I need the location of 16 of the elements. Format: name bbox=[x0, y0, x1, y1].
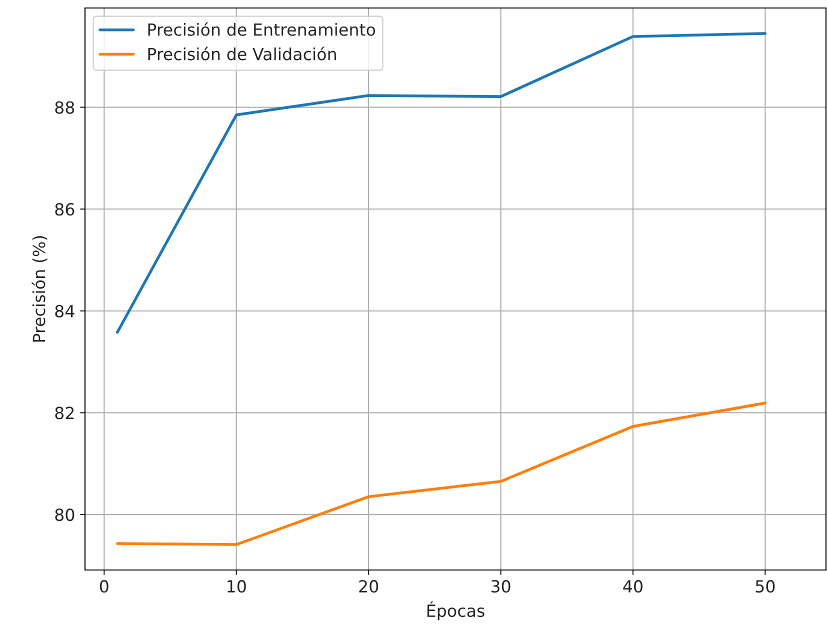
x-tick-label: 0 bbox=[100, 580, 108, 593]
legend-label: Precisión de Entrenamiento bbox=[148, 22, 376, 36]
x-tick-label: 30 bbox=[491, 580, 510, 593]
x-tick-label: 50 bbox=[756, 580, 775, 593]
legend-label: Precisión de Validación bbox=[148, 46, 336, 60]
y-axis-title: Precisión (%) bbox=[32, 236, 48, 342]
y-tick-label: 86 bbox=[55, 203, 74, 216]
x-tick-label: 20 bbox=[359, 580, 378, 593]
y-tick-label: 82 bbox=[55, 406, 74, 420]
x-tick-label: 40 bbox=[623, 580, 642, 593]
y-tick-label: 84 bbox=[55, 304, 74, 318]
line-series bbox=[116, 402, 767, 546]
x-axis-title: Épocas bbox=[427, 601, 484, 620]
y-tick-label: 80 bbox=[55, 508, 74, 522]
y-tick-label: 88 bbox=[55, 101, 74, 114]
x-tick-label: 10 bbox=[228, 580, 246, 593]
